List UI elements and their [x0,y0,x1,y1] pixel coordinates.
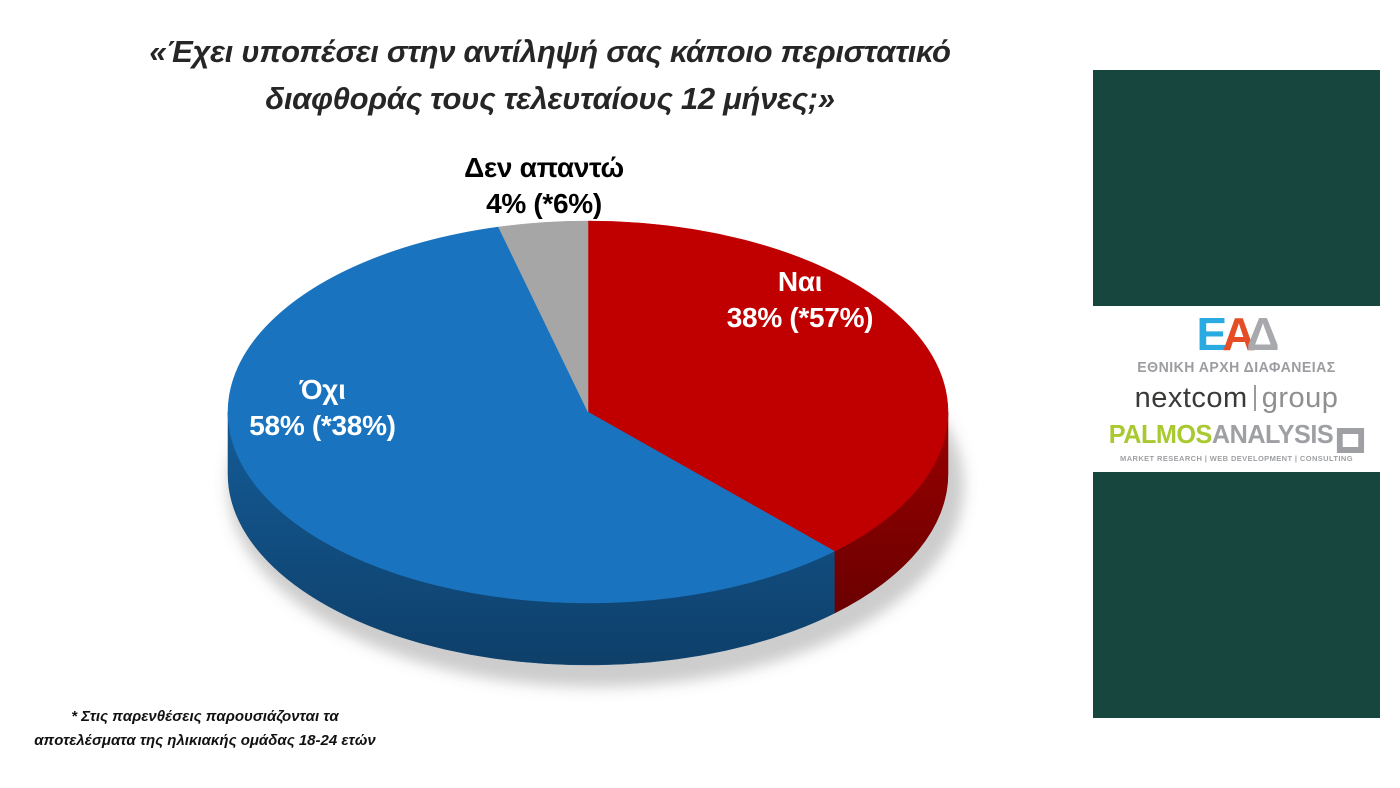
slice-label-no: Όχι 58% (*38%) [180,372,465,444]
slice-label-no-answer: Δεν απαντώ 4% (*6%) [414,150,674,222]
palmos-logo: PALMOSANALYSIS MARKET RESEARCH | WEB DEV… [1093,421,1380,463]
slice-value-no-answer: 4% (*6%) [486,188,602,219]
pie-slice-2 [498,220,589,413]
footnote-line-2: αποτελέσματα της ηλικιακής ομάδας 18-24 … [34,732,376,749]
chart-title: «Έχει υποπέσει στην αντίληψή σας κάποιο … [60,28,1040,122]
footnote-line-1: * Στις παρενθέσεις παρουσιάζονται τα [71,708,339,725]
palmos-word-palmos: PALMOS [1108,419,1213,449]
top-teal-panel [1093,70,1380,306]
slice-name-no-answer: Δεν απαντώ [464,152,624,183]
ead-letter-a: Α [1222,308,1255,360]
slice-value-no: 58% (*38%) [249,410,396,441]
pie-3d-chart [227,220,964,687]
slice-name-no: Όχι [299,374,346,405]
palmos-square-icon [1337,428,1365,453]
slice-value-yes: 38% (*57%) [726,302,874,333]
nextcom-wordmark: nextcom [1134,382,1248,414]
logo-block: ΕΑΔ ΕΘΝΙΚΗ ΑΡΧΗ ΔΙΑΦΑΝΕΙΑΣ nextcom group … [1093,310,1380,463]
ead-caption: ΕΘΝΙΚΗ ΑΡΧΗ ΔΙΑΦΑΝΕΙΑΣ [1137,360,1336,376]
nextcom-divider-bar [1253,385,1256,411]
footnote: * Στις παρενθέσεις παρουσιάζονται τα απο… [20,705,390,753]
ead-logo-icon: ΕΑΔ [1093,310,1380,358]
nextcom-group-wordmark: group [1261,382,1339,414]
nextcom-logo: nextcom group [1093,382,1380,414]
slice-label-yes: Ναι 38% (*57%) [670,264,930,336]
palmos-wordmark: PALMOSANALYSIS [1097,421,1375,453]
pie-slice-0 [587,220,949,552]
ead-letter-d: Δ [1246,308,1279,360]
pie-slice-1 [227,226,835,604]
ead-letter-e: Ε [1196,308,1228,360]
palmos-word-analysis: ANALYSIS [1211,419,1334,449]
chart-title-line-2: διαφθοράς τους τελευταίους 12 μήνες;» [265,81,835,116]
slice-name-yes: Ναι [777,266,823,297]
chart-title-line-1: «Έχει υποπέσει στην αντίληψή σας κάποιο … [149,34,951,69]
palmos-tagline: MARKET RESEARCH | WEB DEVELOPMENT | CONS… [1120,454,1353,463]
bottom-teal-panel [1093,472,1380,718]
